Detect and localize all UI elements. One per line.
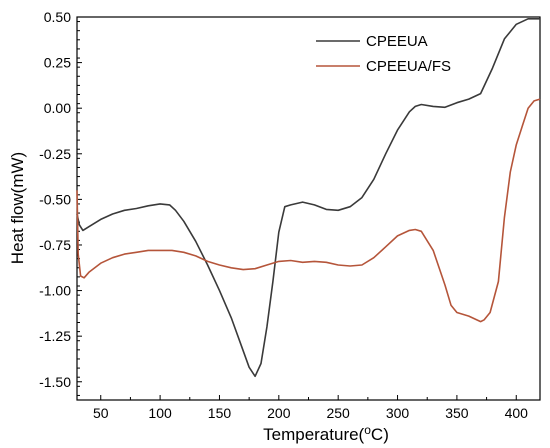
y-tick-label: -0.25 (39, 146, 71, 162)
x-axis-title: Temperature(oC) (263, 423, 389, 444)
y-tick-label: -0.75 (39, 237, 71, 253)
legend: CPEEUA CPEEUA/FS (316, 33, 451, 75)
series-line-cpeeua-fs (76, 98, 541, 323)
y-tick-label: 0.00 (44, 100, 71, 116)
y-tick-label: -1.50 (39, 374, 71, 390)
y-tick-label: 0.50 (44, 9, 71, 25)
y-tick-label: -0.50 (39, 191, 71, 207)
y-axis-title: Heat flow(mW) (8, 152, 27, 264)
x-axis-ticks: 50 100 150 200 250 300 350 400 (93, 395, 528, 421)
x-tick-label: 200 (267, 405, 291, 421)
x-tick-label: 250 (326, 405, 350, 421)
x-tick-label: 150 (208, 405, 232, 421)
y-tick-label: 0.25 (44, 55, 71, 71)
x-tick-label: 50 (93, 405, 109, 421)
y-axis-ticks: 0.50 0.25 0.00 -0.25 -0.50 -0.75 -1.00 -1.25 -1.… (39, 9, 82, 396)
x-tick-label: 350 (445, 405, 469, 421)
x-axis-title-superscript: o (364, 423, 371, 437)
plot-frame (76, 16, 541, 401)
legend-label-cpeeua-fs: CPEEUA/FS (366, 58, 451, 75)
y-tick-label: -1.25 (39, 328, 71, 344)
series-lines (76, 18, 541, 378)
x-tick-label: 100 (148, 405, 172, 421)
y-tick-label: -1.00 (39, 283, 71, 299)
x-tick-label: 300 (386, 405, 410, 421)
legend-label-cpeeua: CPEEUA (366, 33, 428, 50)
x-tick-label: 400 (505, 405, 529, 421)
series-line-cpeeua (76, 18, 540, 378)
